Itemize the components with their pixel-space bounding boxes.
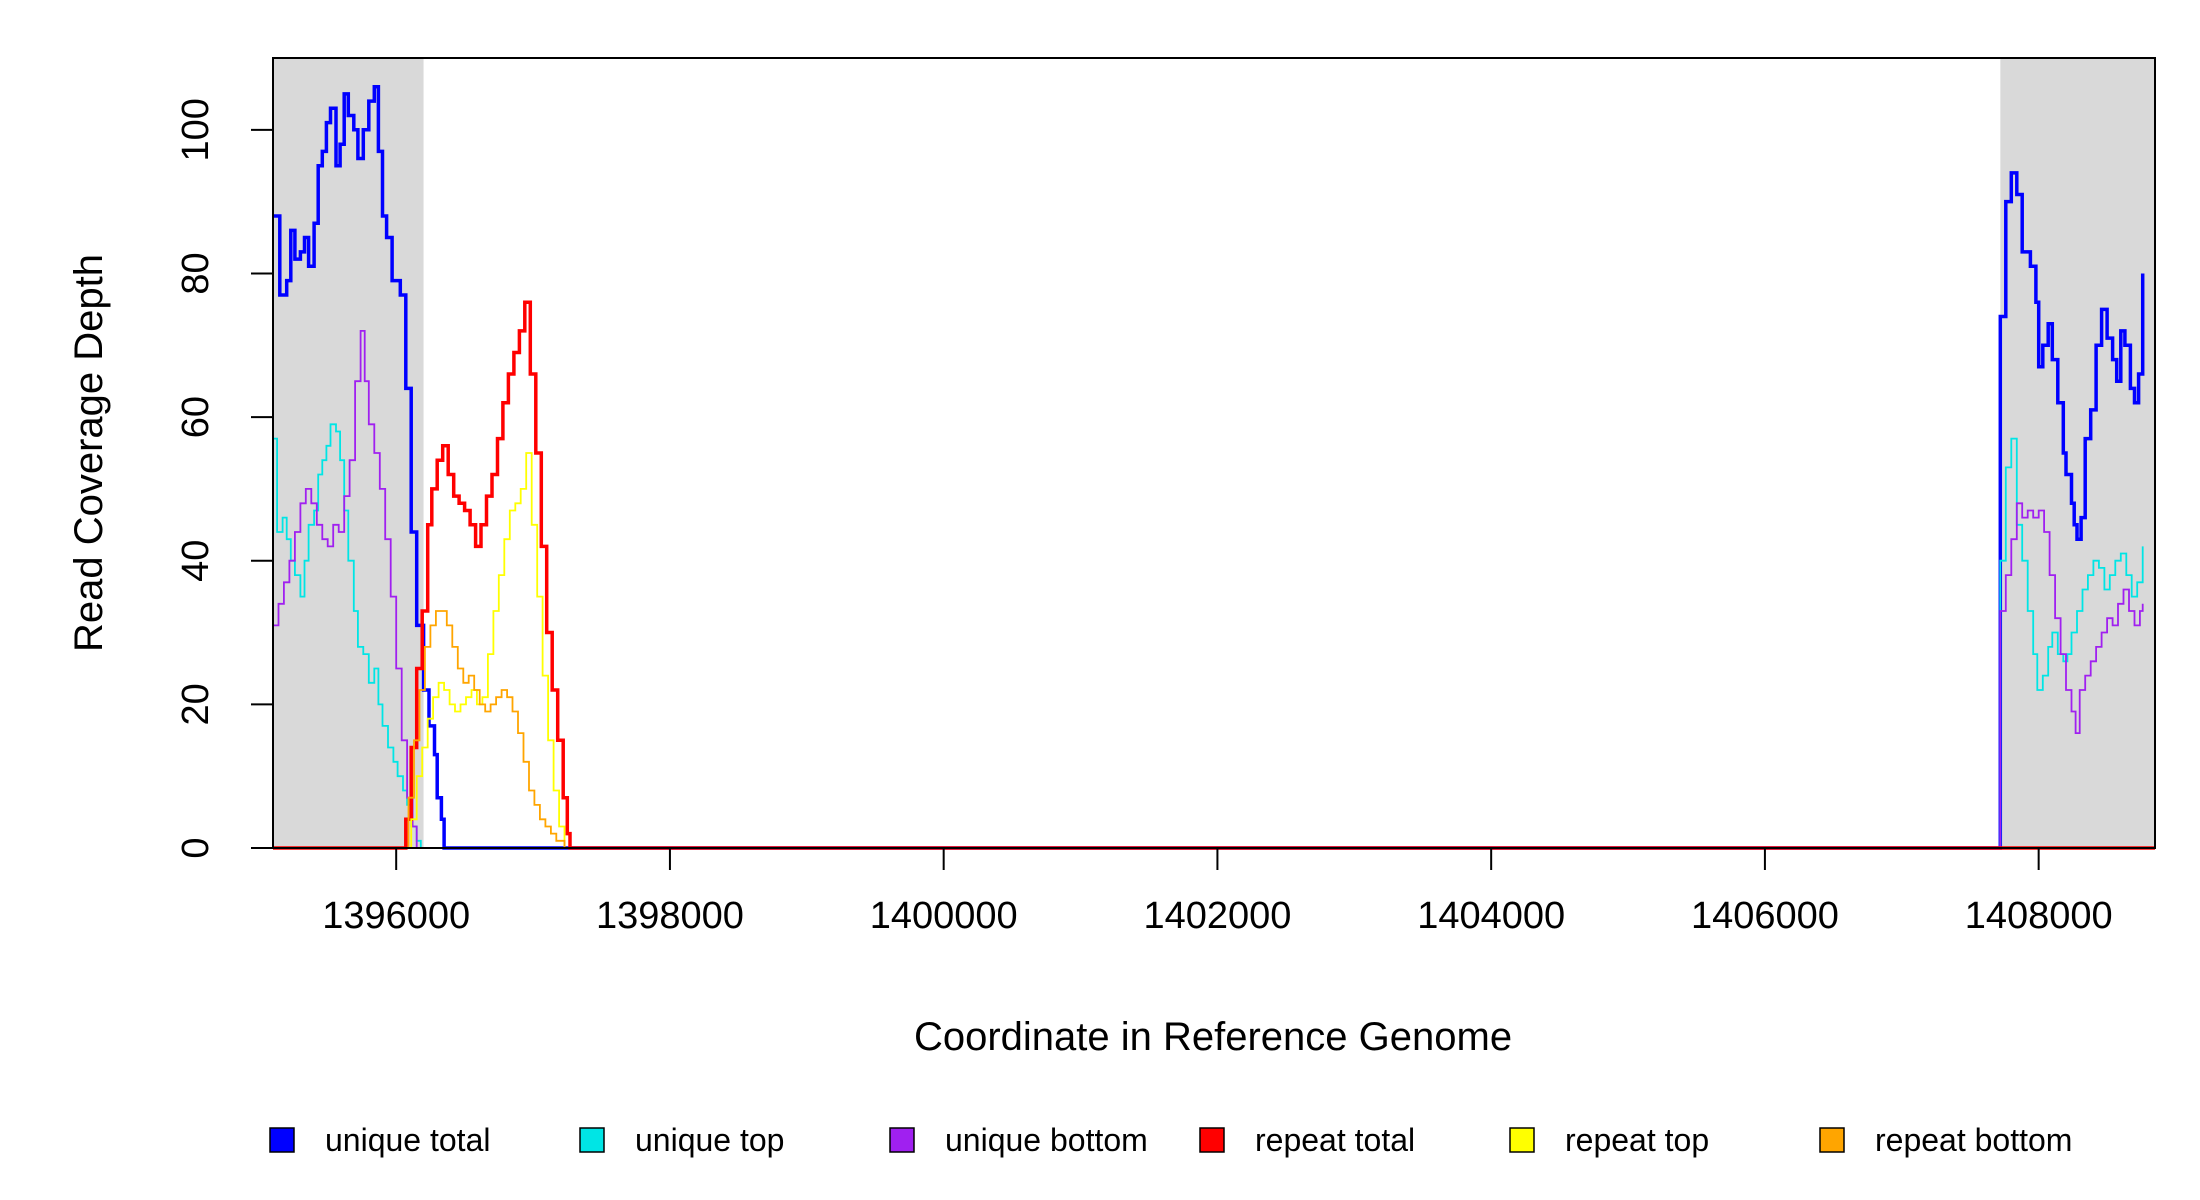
legend-label-unique-bottom: unique bottom bbox=[945, 1122, 1148, 1158]
y-axis-title: Read Coverage Depth bbox=[67, 254, 111, 652]
x-tick-label: 1398000 bbox=[596, 895, 744, 937]
legend-label-repeat-total: repeat total bbox=[1255, 1122, 1415, 1158]
series-line-unique-total bbox=[273, 84, 2145, 850]
series-lines bbox=[273, 84, 2155, 850]
x-axis: 1396000 1398000 1400000 1402000 1404000 14060… bbox=[322, 847, 2113, 937]
legend-label-unique-total: unique total bbox=[325, 1122, 490, 1158]
legend-swatch-unique-top bbox=[579, 1127, 605, 1153]
y-tick-label: 100 bbox=[175, 98, 217, 161]
legend-swatch-unique-total bbox=[269, 1127, 295, 1153]
y-tick-label: 40 bbox=[175, 540, 217, 582]
y-tick-label: 80 bbox=[175, 252, 217, 294]
legend-label-repeat-top: repeat top bbox=[1565, 1122, 1709, 1158]
y-tick-label: 20 bbox=[175, 683, 217, 725]
x-tick-label: 1396000 bbox=[322, 895, 470, 937]
series-line-repeat-top bbox=[273, 452, 2155, 849]
x-tick-label: 1400000 bbox=[870, 895, 1018, 937]
shaded-regions bbox=[273, 58, 2155, 848]
legend-swatch-repeat-bottom bbox=[1819, 1127, 1845, 1153]
series-line-repeat-bottom bbox=[273, 610, 2155, 849]
x-tick-label: 1408000 bbox=[1965, 895, 2113, 937]
y-tick-label: 60 bbox=[175, 396, 217, 438]
shaded-region-2 bbox=[2000, 58, 2155, 848]
legend-label-unique-top: unique top bbox=[635, 1122, 784, 1158]
legend-swatch-repeat-top bbox=[1509, 1127, 1535, 1153]
series-line-repeat-total bbox=[273, 300, 2155, 850]
x-tick-label: 1406000 bbox=[1691, 895, 1839, 937]
shaded-region-1 bbox=[273, 58, 424, 848]
y-tick-label: 0 bbox=[175, 837, 217, 858]
legend-label-repeat-bottom: repeat bottom bbox=[1875, 1122, 2072, 1158]
x-tick-label: 1404000 bbox=[1417, 895, 1565, 937]
y-axis: 0 20 40 60 80 100 bbox=[175, 98, 274, 859]
legend: unique total unique top unique bottom repea… bbox=[269, 1122, 2072, 1158]
plot-frame bbox=[272, 57, 2156, 849]
x-tick-label: 1402000 bbox=[1143, 895, 1291, 937]
legend-swatch-unique-bottom bbox=[889, 1127, 915, 1153]
x-axis-title: Coordinate in Reference Genome bbox=[914, 1015, 1512, 1059]
legend-swatch-repeat-total bbox=[1199, 1127, 1225, 1153]
